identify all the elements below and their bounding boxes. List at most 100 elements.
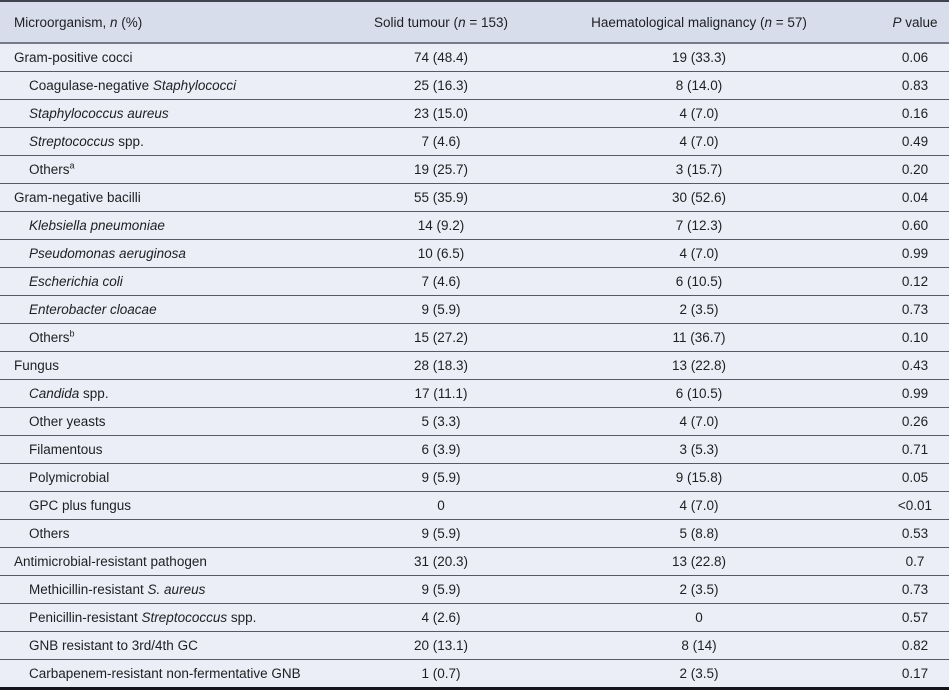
microorganism-cell: Candida spp.	[0, 379, 330, 408]
footnote-marker: b	[69, 328, 75, 339]
haematological-malignancy-cell: 30 (52.6)	[552, 183, 846, 212]
microorganism-cell: Othersb	[0, 323, 330, 352]
microorganism-cell: Others	[0, 519, 330, 548]
solid-tumour-cell: 4 (2.6)	[330, 603, 552, 632]
p-value-cell: 0.57	[846, 603, 949, 632]
haematological-malignancy-cell: 4 (7.0)	[552, 491, 846, 520]
microorganism-cell: Gram-positive cocci	[0, 43, 330, 72]
microorganism-cell: Penicillin-resistant Streptococcus spp.	[0, 603, 330, 632]
table-row: Gram-negative bacilli 55 (35.9) 30 (52.6) 0…	[0, 183, 949, 212]
table-row: Polymicrobial 9 (5.9) 9 (15.8) 0.05	[0, 463, 949, 492]
haematological-malignancy-cell: 0	[552, 603, 846, 632]
microorganism-cell: GNB resistant to 3rd/4th GC	[0, 631, 330, 660]
p-value-cell: 0.17	[846, 659, 949, 689]
haematological-malignancy-cell: 13 (22.8)	[552, 351, 846, 380]
table-row: Fungus 28 (18.3) 13 (22.8) 0.43	[0, 351, 949, 380]
solid-tumour-cell: 19 (25.7)	[330, 155, 552, 184]
table-row: Candida spp. 17 (11.1) 6 (10.5) 0.99	[0, 379, 949, 408]
p-value-cell: 0.73	[846, 295, 949, 324]
column-header-p-value: P value	[846, 1, 949, 44]
solid-tumour-cell: 14 (9.2)	[330, 211, 552, 240]
haematological-malignancy-cell: 3 (15.7)	[552, 155, 846, 184]
haematological-malignancy-cell: 8 (14)	[552, 631, 846, 660]
table-row: Coagulase-negative Staphylococci 25 (16.3…	[0, 71, 949, 100]
microorganism-cell: GPC plus fungus	[0, 491, 330, 520]
p-value-cell: 0.06	[846, 43, 949, 72]
table-row: Antimicrobial-resistant pathogen 31 (20.3…	[0, 547, 949, 576]
microorganism-cell: Polymicrobial	[0, 463, 330, 492]
microorganism-cell: Klebsiella pneumoniae	[0, 211, 330, 240]
header-row: Microorganism, n (%) Solid tumour (n = 1…	[0, 1, 949, 44]
microorganism-cell: Filamentous	[0, 435, 330, 464]
microorganism-cell: Gram-negative bacilli	[0, 183, 330, 212]
p-value-cell: 0.60	[846, 211, 949, 240]
solid-tumour-cell: 28 (18.3)	[330, 351, 552, 380]
microorganism-cell: Carbapenem-resistant non-fermentative GN…	[0, 659, 330, 689]
table-row: Pseudomonas aeruginosa 10 (6.5) 4 (7.0) 0.9…	[0, 239, 949, 268]
table-row: Staphylococcus aureus 23 (15.0) 4 (7.0) 0.1…	[0, 99, 949, 128]
solid-tumour-cell: 9 (5.9)	[330, 295, 552, 324]
table-row: Klebsiella pneumoniae 14 (9.2) 7 (12.3) 0.6…	[0, 211, 949, 240]
p-value-cell: 0.20	[846, 155, 949, 184]
p-value-cell: 0.53	[846, 519, 949, 548]
solid-tumour-cell: 9 (5.9)	[330, 519, 552, 548]
haematological-malignancy-cell: 19 (33.3)	[552, 43, 846, 72]
haematological-malignancy-cell: 6 (10.5)	[552, 267, 846, 296]
haematological-malignancy-cell: 2 (3.5)	[552, 295, 846, 324]
solid-tumour-cell: 9 (5.9)	[330, 575, 552, 604]
solid-tumour-cell: 20 (13.1)	[330, 631, 552, 660]
table-body: Gram-positive cocci 74 (48.4) 19 (33.3) 0.0…	[0, 43, 949, 689]
p-value-cell: 0.10	[846, 323, 949, 352]
table-row: Carbapenem-resistant non-fermentative GN…	[0, 659, 949, 689]
microorganism-cell: Coagulase-negative Staphylococci	[0, 71, 330, 100]
haematological-malignancy-cell: 4 (7.0)	[552, 127, 846, 156]
table-row: Penicillin-resistant Streptococcus spp. 4…	[0, 603, 949, 632]
p-value-cell: <0.01	[846, 491, 949, 520]
solid-tumour-cell: 7 (4.6)	[330, 267, 552, 296]
haematological-malignancy-cell: 3 (5.3)	[552, 435, 846, 464]
p-value-cell: 0.04	[846, 183, 949, 212]
footnote-marker: a	[69, 160, 75, 171]
solid-tumour-cell: 15 (27.2)	[330, 323, 552, 352]
solid-tumour-cell: 31 (20.3)	[330, 547, 552, 576]
microorganism-cell: Fungus	[0, 351, 330, 380]
table-row: Filamentous 6 (3.9) 3 (5.3) 0.71	[0, 435, 949, 464]
solid-tumour-cell: 25 (16.3)	[330, 71, 552, 100]
table-row: Streptococcus spp. 7 (4.6) 4 (7.0) 0.49	[0, 127, 949, 156]
haematological-malignancy-cell: 11 (36.7)	[552, 323, 846, 352]
haematological-malignancy-cell: 4 (7.0)	[552, 407, 846, 436]
haematological-malignancy-cell: 13 (22.8)	[552, 547, 846, 576]
column-header-microorganism: Microorganism, n (%)	[0, 1, 330, 44]
p-value-cell: 0.71	[846, 435, 949, 464]
column-header-solid-tumour: Solid tumour (n = 153)	[330, 1, 552, 44]
p-value-cell: 0.16	[846, 99, 949, 128]
p-value-cell: 0.05	[846, 463, 949, 492]
microorganism-cell: Othersa	[0, 155, 330, 184]
p-value-cell: 0.99	[846, 239, 949, 268]
table-row: Othersb 15 (27.2) 11 (36.7) 0.10	[0, 323, 949, 352]
haematological-malignancy-cell: 4 (7.0)	[552, 99, 846, 128]
solid-tumour-cell: 10 (6.5)	[330, 239, 552, 268]
p-value-cell: 0.49	[846, 127, 949, 156]
solid-tumour-cell: 17 (11.1)	[330, 379, 552, 408]
solid-tumour-cell: 6 (3.9)	[330, 435, 552, 464]
microorganism-cell: Antimicrobial-resistant pathogen	[0, 547, 330, 576]
microorganism-cell: Streptococcus spp.	[0, 127, 330, 156]
haematological-malignancy-cell: 7 (12.3)	[552, 211, 846, 240]
p-value-cell: 0.43	[846, 351, 949, 380]
microorganism-cell: Enterobacter cloacae	[0, 295, 330, 324]
solid-tumour-cell: 23 (15.0)	[330, 99, 552, 128]
column-header-haematological-malignancy: Haematological malignancy (n = 57)	[552, 1, 846, 44]
solid-tumour-cell: 0	[330, 491, 552, 520]
microorganism-cell: Other yeasts	[0, 407, 330, 436]
table-row: Methicillin-resistant S. aureus 9 (5.9) 2 …	[0, 575, 949, 604]
solid-tumour-cell: 55 (35.9)	[330, 183, 552, 212]
table-row: GNB resistant to 3rd/4th GC 20 (13.1) 8 (1…	[0, 631, 949, 660]
p-value-cell: 0.99	[846, 379, 949, 408]
p-value-cell: 0.26	[846, 407, 949, 436]
haematological-malignancy-cell: 5 (8.8)	[552, 519, 846, 548]
microorganism-cell: Staphylococcus aureus	[0, 99, 330, 128]
solid-tumour-cell: 9 (5.9)	[330, 463, 552, 492]
haematological-malignancy-cell: 6 (10.5)	[552, 379, 846, 408]
table-row: Gram-positive cocci 74 (48.4) 19 (33.3) 0.0…	[0, 43, 949, 72]
